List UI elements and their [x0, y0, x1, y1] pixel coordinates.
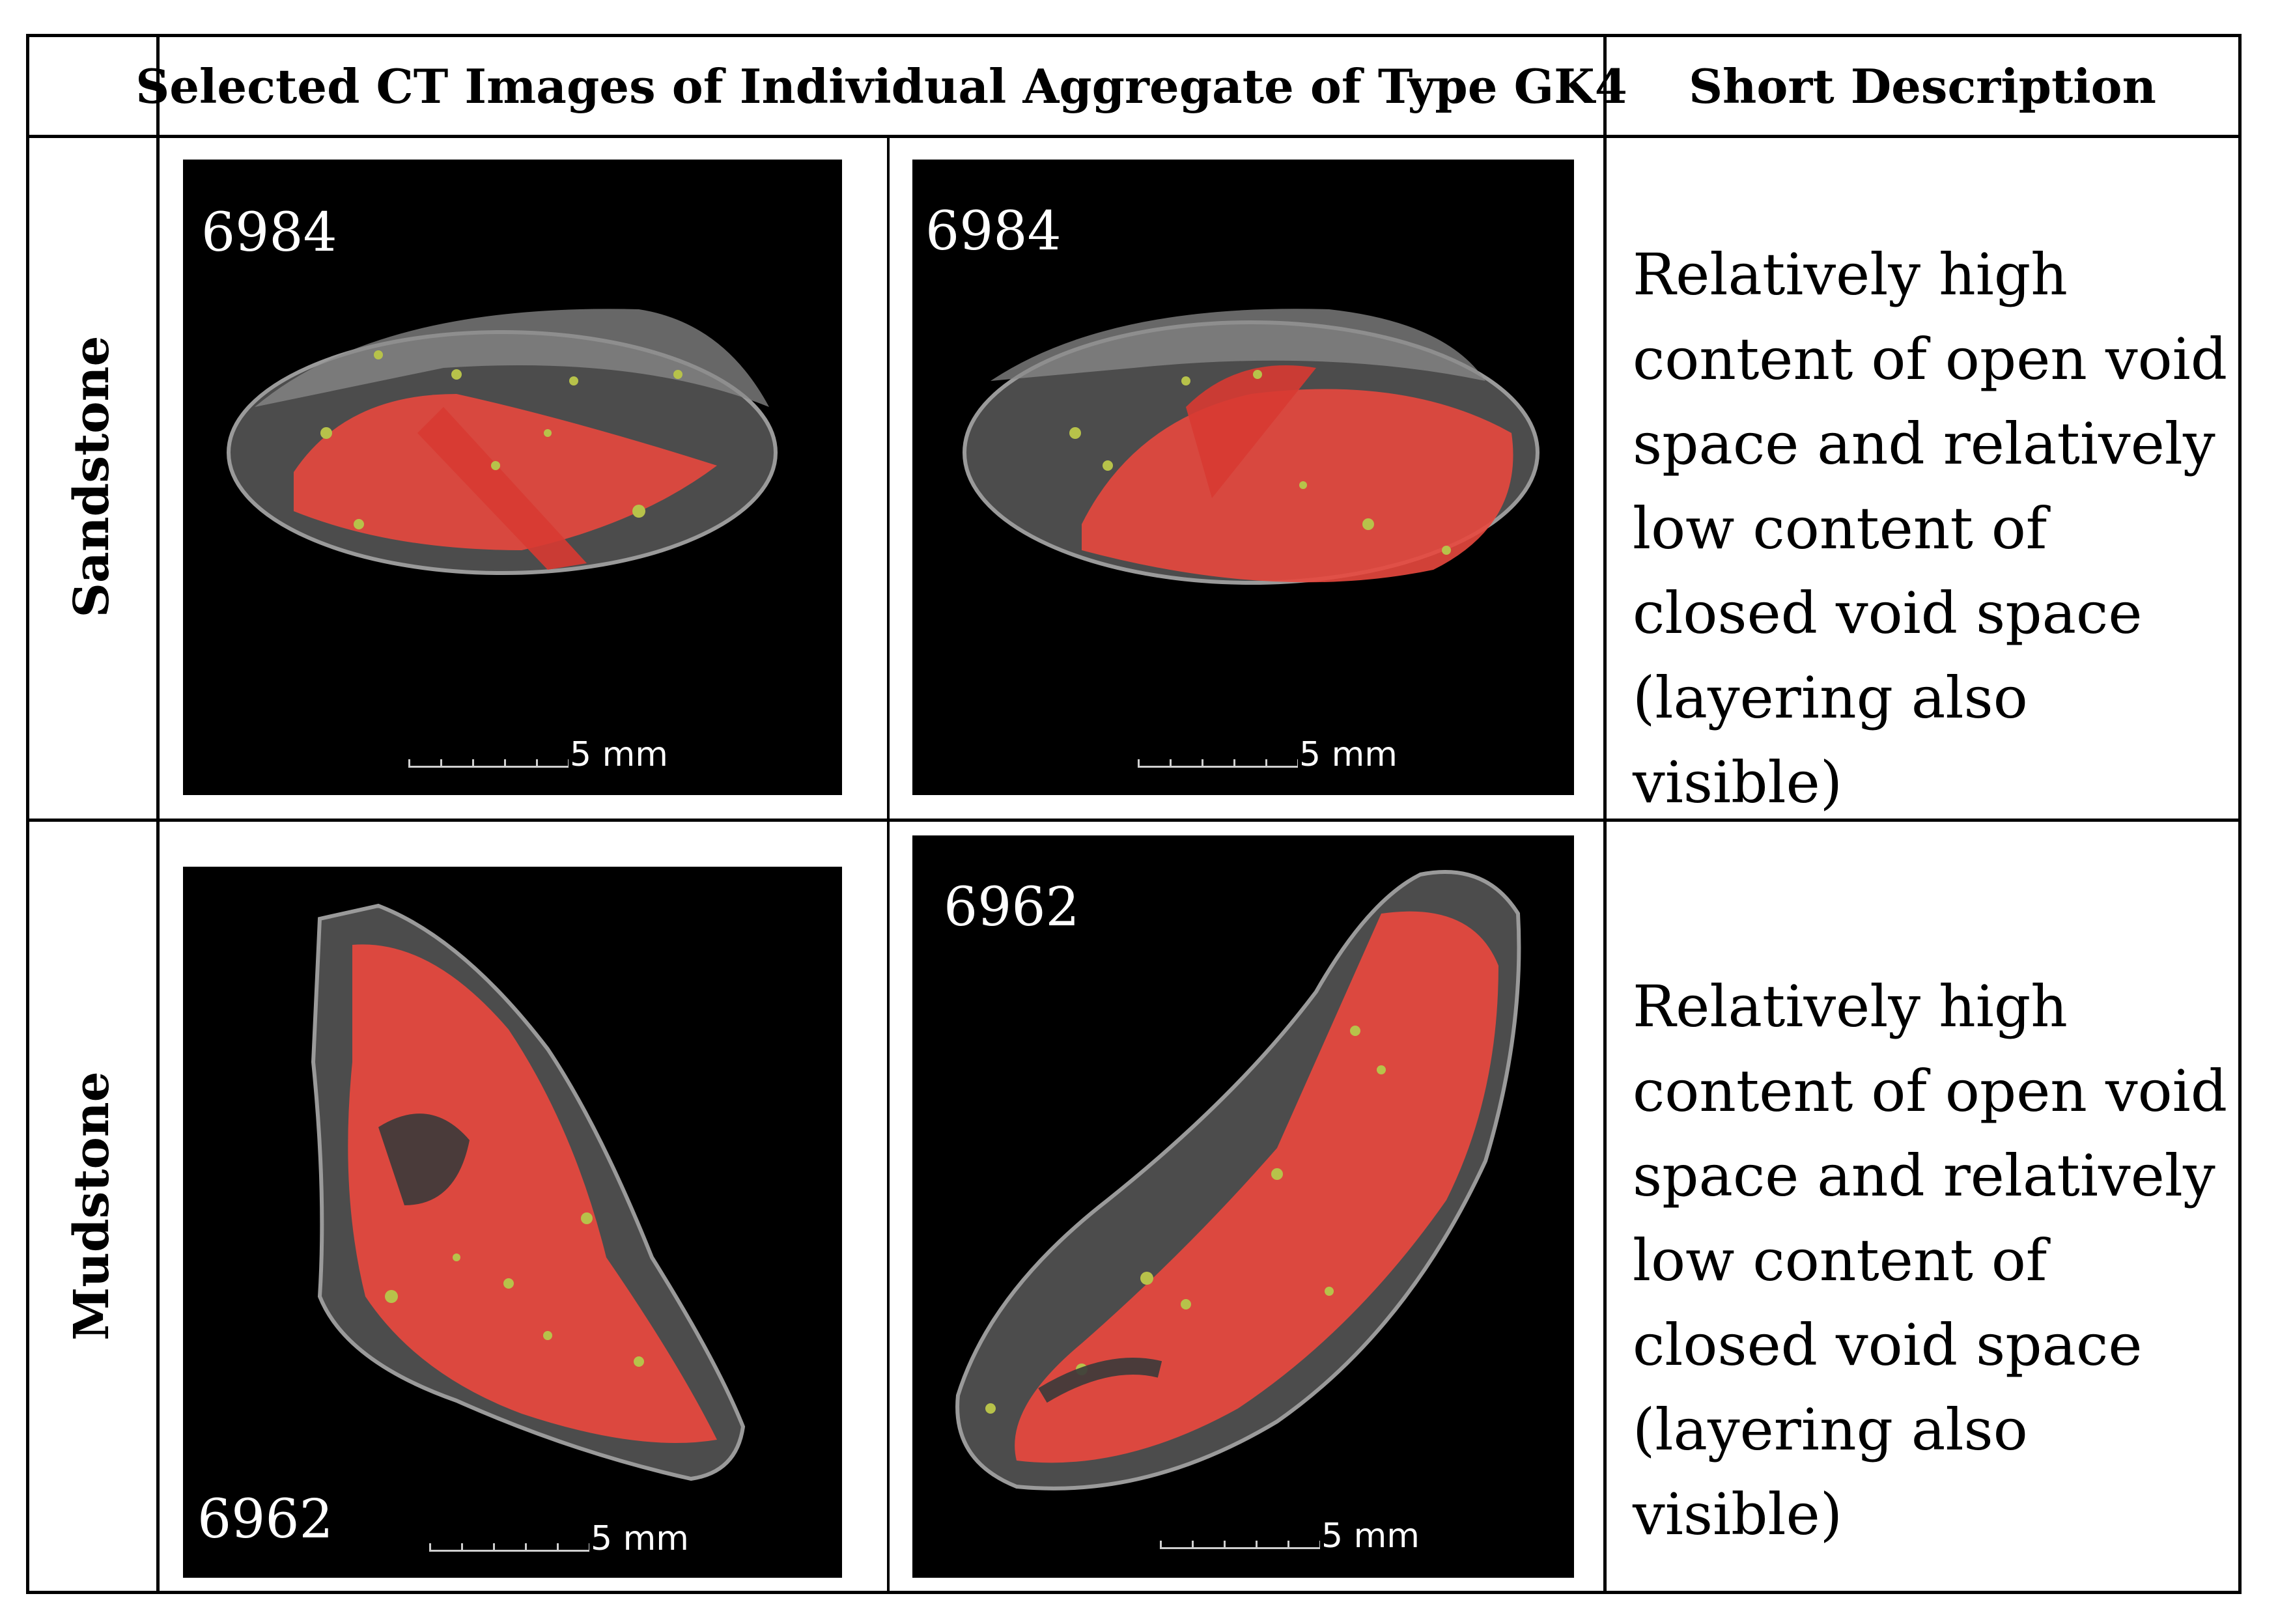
scale-bar-label: 5 mm: [570, 735, 668, 774]
aggregate-render: [227, 309, 778, 575]
row-divider: [29, 819, 2238, 822]
header-divider: [29, 135, 2238, 138]
aggregate-id-label: 6962: [197, 1489, 333, 1550]
description-sandstone: Relatively high content of open void spa…: [1633, 241, 2228, 816]
row-label-sandstone: Sandstone: [64, 335, 120, 618]
scale-bar-line: [1138, 757, 1298, 768]
scale-bar: 5 mm: [429, 1522, 689, 1556]
aggregate-id-label: 6962: [944, 876, 1080, 938]
ct-image-sandstone-1: 6984 5 mm: [183, 160, 842, 795]
image-column-divider: [887, 138, 890, 1591]
scale-bar-line: [429, 1541, 589, 1552]
scale-bar-label: 5 mm: [591, 1519, 689, 1558]
aggregate-render: [955, 870, 1521, 1491]
aggregate-render: [311, 903, 746, 1481]
description-column-divider: [1603, 37, 1607, 1591]
label-column-divider: [156, 37, 160, 1591]
aggregate-render: [963, 309, 1540, 585]
ct-image-mudstone-1: 6962 5 mm: [183, 867, 842, 1578]
description-mudstone: Relatively high content of open void spa…: [1633, 973, 2228, 1548]
scale-bar-label: 5 mm: [1321, 1517, 1420, 1556]
results-table: Selected CT Images of Individual Aggrega…: [26, 34, 2242, 1594]
scale-bar-line: [1160, 1538, 1320, 1549]
scale-bar: 5 mm: [1160, 1519, 1420, 1553]
scale-bar: 5 mm: [408, 738, 668, 772]
row-label-mudstone: Mudstone: [64, 1071, 120, 1341]
scale-bar: 5 mm: [1138, 738, 1398, 772]
aggregate-id-label: 6984: [925, 201, 1062, 262]
ct-image-sandstone-2: 6984 5 mm: [912, 160, 1574, 795]
scale-bar-label: 5 mm: [1299, 735, 1398, 774]
scale-bar-line: [408, 757, 569, 768]
description-column-header: Short Description: [1689, 58, 2156, 114]
aggregate-id-label: 6984: [201, 202, 337, 264]
images-column-header: Selected CT Images of Individual Aggrega…: [135, 58, 1627, 114]
ct-image-mudstone-2: 6962 5 mm: [912, 835, 1574, 1578]
